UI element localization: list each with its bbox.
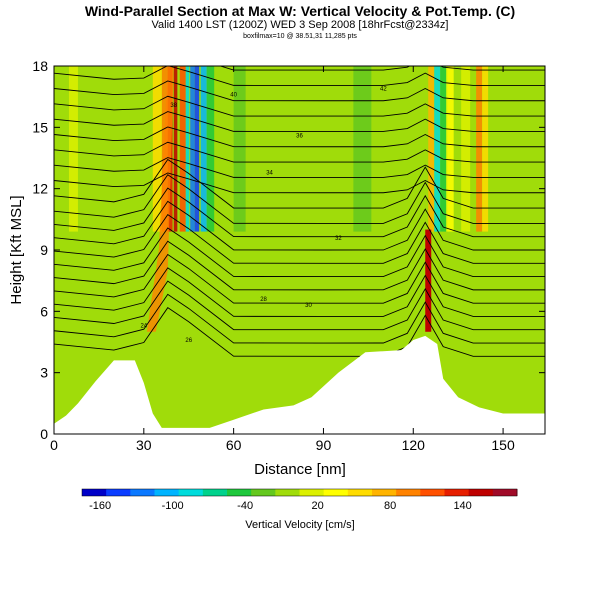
colorbar-tick-label: -40	[237, 500, 253, 512]
colorbar-swatch	[347, 489, 373, 496]
theta-contour	[54, 172, 545, 194]
colorbar-tick-label: 140	[453, 500, 471, 512]
colorbar-swatch	[444, 489, 470, 496]
theta-contour	[54, 111, 545, 132]
y-tick-label: 6	[40, 303, 48, 319]
y-tick-label: 12	[32, 181, 48, 197]
velocity-band	[476, 66, 483, 232]
colorbar-swatch	[420, 489, 445, 496]
theta-contour	[54, 174, 545, 224]
colorbar-swatch	[106, 489, 131, 496]
theta-contour	[54, 227, 545, 278]
theta-contour	[54, 157, 545, 178]
theta-contour	[54, 307, 545, 357]
y-tick-label: 0	[40, 426, 48, 442]
colorbar-swatch	[178, 489, 204, 496]
x-tick-label: 30	[136, 437, 152, 453]
theta-contour	[54, 214, 545, 264]
colorbar-tick-label: 80	[384, 500, 396, 512]
chart-subtitle: Valid 1400 LST (1200Z) WED 3 Sep 2008 [1…	[151, 19, 449, 31]
velocity-band	[185, 66, 190, 232]
velocity-band	[200, 66, 207, 232]
colorbar-swatch	[372, 489, 397, 496]
contour-label: 30	[305, 303, 312, 309]
colorbar-swatch	[130, 489, 155, 496]
colorbar-label: Vertical Velocity [cm/s]	[245, 519, 354, 531]
velocity-band	[68, 66, 78, 232]
velocity-band	[353, 66, 372, 232]
chart-info: boxfilmax=10 @ 38.51,31 11,285 pts	[243, 33, 357, 40]
theta-contour	[54, 267, 545, 317]
velocity-band	[194, 66, 200, 232]
velocity-band	[152, 66, 162, 232]
colorbar-swatch	[323, 489, 349, 496]
colorbar-swatch	[251, 489, 276, 496]
colorbar-swatch	[299, 489, 325, 496]
velocity-band	[173, 66, 178, 232]
colorbar: -160 -100 -40 20 80 140	[81, 488, 518, 512]
x-tick-label: 120	[402, 437, 426, 453]
contour-label: 38	[170, 103, 177, 109]
velocity-band	[446, 66, 454, 232]
colorbar-tick-label: -160	[89, 500, 111, 512]
theta-contour	[54, 66, 545, 86]
colorbar-swatch	[154, 489, 180, 496]
y-tick-label: 18	[32, 58, 48, 74]
colorbar-frame	[81, 488, 518, 497]
x-tick-label: 60	[226, 437, 242, 453]
y-tick-label: 15	[32, 119, 48, 135]
colorbar-swatch	[468, 489, 494, 496]
theta-contour	[54, 187, 545, 238]
theta-contour	[54, 280, 545, 331]
chart-title: Wind-Parallel Section at Max W: Vertical…	[84, 3, 516, 19]
theta-contour	[54, 158, 545, 209]
colorbar-tick-label: 20	[312, 500, 324, 512]
y-tick-label: 3	[40, 365, 48, 381]
colorbar-swatch	[202, 489, 228, 496]
contour-label: 34	[266, 170, 273, 176]
colorbar-swatch	[82, 489, 107, 496]
theta-contour	[54, 141, 545, 163]
x-tick-label: 90	[316, 437, 332, 453]
velocity-band	[179, 66, 186, 232]
contour-label: 42	[380, 87, 387, 93]
velocity-band	[190, 66, 195, 232]
colorbar-tick-label: -100	[162, 500, 184, 512]
velocity-band	[428, 66, 435, 232]
y-tick-label: 9	[40, 242, 48, 258]
theta-contour	[54, 200, 545, 251]
contour-label: 32	[335, 236, 342, 242]
contour-label: 24	[140, 324, 147, 330]
theta-contour	[54, 240, 545, 291]
colorbar-swatch	[227, 489, 252, 496]
theta-contour	[54, 293, 545, 344]
colorbar-swatch	[492, 489, 518, 496]
velocity-band	[440, 66, 448, 232]
contour-label: 36	[296, 134, 303, 140]
updraft-core	[146, 66, 174, 332]
contour-label: 26	[185, 338, 192, 344]
x-axis-label: Distance [nm]	[254, 461, 346, 478]
theta-contour	[54, 80, 545, 102]
theta-contour	[54, 95, 545, 117]
colorbar-swatch	[396, 489, 421, 496]
colorbar-swatch	[275, 489, 300, 496]
contour-label: 28	[260, 297, 267, 303]
velocity-band	[434, 66, 441, 232]
velocity-band	[461, 66, 471, 232]
y-axis-label: Height [Kft MSL]	[8, 195, 25, 304]
theta-contour	[54, 253, 545, 304]
x-tick-label: 150	[491, 437, 515, 453]
velocity-band	[482, 66, 489, 232]
x-tick-label: 0	[50, 437, 58, 453]
velocity-band	[206, 66, 215, 232]
theta-contour	[54, 126, 545, 148]
velocity-band	[233, 66, 246, 232]
contour-label: 40	[230, 93, 237, 99]
terrain	[54, 335, 545, 434]
